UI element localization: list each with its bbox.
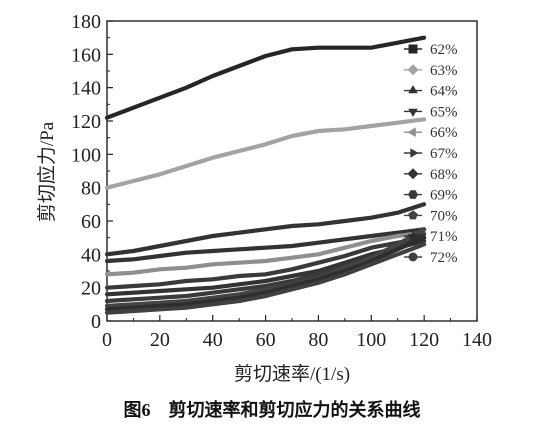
legend-item: 66% [404, 125, 458, 141]
diamond-marker-icon [407, 168, 419, 180]
y-tick-label: 160 [71, 44, 101, 66]
legend-item: 63% [404, 63, 458, 79]
y-tick-label: 20 [81, 278, 101, 300]
series-line-64pct [104, 202, 427, 257]
legend-item: 69% [404, 188, 458, 204]
figure-title: 剪切速率和剪切应力的关系曲线 [169, 399, 421, 420]
legend-item: 67% [404, 146, 458, 162]
series-line-68pct [104, 238, 427, 297]
series-line-62pct [104, 35, 427, 120]
y-tick-label: 40 [81, 244, 101, 266]
series-line-70pct [104, 227, 427, 309]
axes: 0 20 40 60 80 100 120 140 160 180 0 20 40 60 80 100 120 1… [71, 11, 492, 351]
y-tick-label: 60 [81, 211, 101, 233]
series-lines [104, 35, 427, 315]
x-tick-label: 140 [462, 329, 492, 351]
pentagon-marker-icon [408, 210, 418, 220]
y-tick-label: 0 [91, 311, 101, 333]
x-tick-label: 40 [203, 329, 223, 351]
square-marker-icon [408, 44, 418, 54]
series-line-67pct [104, 235, 427, 290]
legend-label: 63% [430, 63, 458, 79]
legend-label: 71% [430, 229, 458, 245]
x-tick-label: 60 [256, 329, 276, 351]
diamond-marker-icon [407, 64, 419, 76]
legend-item: 65% [404, 104, 458, 120]
x-tick-label: 0 [102, 329, 112, 351]
legend: 62% 63% 64% 65% 66% 67% 68% 69% 70% 71% 72% [404, 42, 458, 266]
series-line-63pct [104, 117, 427, 190]
star-marker-icon [407, 230, 419, 242]
legend-label: 67% [430, 146, 458, 162]
series-line-72pct [104, 242, 427, 315]
legend-item: 72% [404, 250, 458, 266]
series-line-66pct [104, 230, 427, 277]
figure-number: 图6 [124, 400, 151, 420]
y-tick-label: 120 [71, 111, 101, 133]
figure-caption: 图6 剪切速率和剪切应力的关系曲线 [124, 399, 421, 420]
y-tick-label: 140 [71, 78, 101, 100]
y-tick-label: 180 [71, 11, 101, 33]
triangle-right-marker-icon [410, 148, 419, 158]
triangle-up-marker-icon [408, 85, 418, 94]
triangle-down-marker-icon [408, 108, 418, 117]
y-tick-label: 100 [71, 144, 101, 166]
legend-label: 70% [430, 208, 458, 224]
legend-item: 71% [404, 229, 458, 245]
legend-item: 68% [404, 167, 458, 183]
y-axis-label: 剪切应力/Pa [36, 121, 58, 222]
legend-item: 70% [404, 208, 458, 224]
series-line-65pct [104, 227, 427, 264]
legend-item: 64% [404, 84, 458, 100]
legend-label: 62% [430, 42, 458, 58]
x-axis-label: 剪切速率/(1/s) [234, 363, 350, 385]
series-line-71pct [104, 235, 427, 312]
circle-marker-icon [408, 252, 418, 262]
x-tick-label: 20 [150, 329, 170, 351]
legend-label: 69% [430, 188, 458, 204]
hexagon-marker-icon [408, 190, 418, 199]
x-tick-label: 120 [409, 329, 439, 351]
legend-item: 62% [404, 42, 458, 58]
legend-label: 65% [430, 104, 458, 120]
x-tick-label: 100 [356, 329, 386, 351]
triangle-left-marker-icon [407, 127, 416, 137]
y-tick-label: 80 [81, 178, 101, 200]
legend-label: 66% [430, 125, 458, 141]
legend-label: 68% [430, 167, 458, 183]
x-tick-label: 80 [308, 329, 328, 351]
legend-label: 72% [430, 250, 458, 266]
legend-label: 64% [430, 84, 458, 100]
